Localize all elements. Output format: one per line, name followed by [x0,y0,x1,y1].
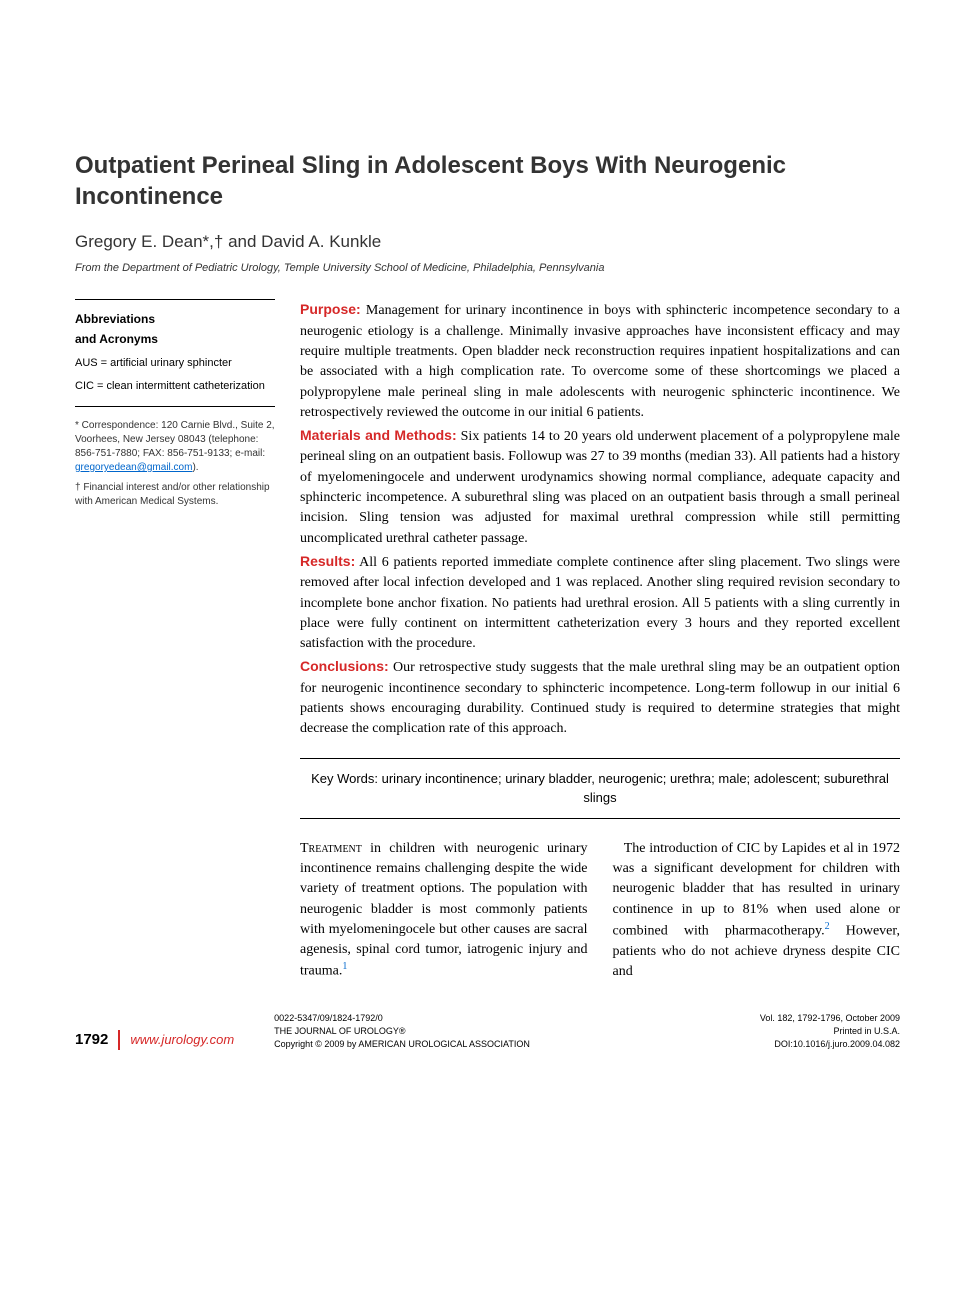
abbreviations-box: Abbreviations and Acronyms AUS = artific… [75,299,275,407]
sidebar-column: Abbreviations and Acronyms AUS = artific… [75,299,275,982]
conclusions-label: Conclusions: [300,658,389,674]
volume-line: Vol. 182, 1792-1796, October 2009 [760,1012,900,1025]
abstract-row: Abbreviations and Acronyms AUS = artific… [75,299,900,982]
footer-left: 1792 www.jurology.com [75,1029,234,1050]
methods-text: Six patients 14 to 20 years old underwen… [300,429,900,545]
issn-line: 0022-5347/09/1824-1792/0 [274,1012,760,1025]
footnote-text: * Correspondence: 120 Carnie Blvd., Suit… [75,420,275,459]
email-link[interactable]: gregoryedean@gmail.com [75,462,192,473]
journal-page: Outpatient Perineal Sling in Adolescent … [0,0,975,1090]
conclusions-text: Our retrospective study suggests that th… [300,660,900,736]
printed-line: Printed in U.S.A. [760,1025,900,1038]
abstract-column: Purpose: Management for urinary incontin… [300,299,900,982]
keywords-text: urinary incontinence; urinary bladder, n… [378,771,889,806]
copyright-line: Copyright © 2009 by AMERICAN UROLOGICAL … [274,1038,760,1051]
purpose-label: Purpose: [300,301,361,317]
affiliation-line: From the Department of Pediatric Urology… [75,262,900,274]
abstract-purpose: Purpose: Management for urinary incontin… [300,299,900,423]
divider-icon [118,1030,120,1050]
abbrev-item: CIC = clean intermittent catheterization [75,378,275,396]
body-text: in children with neurogenic urinary inco… [300,841,588,979]
body-col-right: The introduction of CIC by Lapides et al… [613,839,901,983]
disclosure-footnote: † Financial interest and/or other relati… [75,481,275,509]
keywords-box: Key Words: urinary incontinence; urinary… [300,758,900,819]
authors-line: Gregory E. Dean*,† and David A. Kunkle [75,232,900,252]
abbrev-heading: Abbreviations and Acronyms [75,310,275,348]
sidebar-footnotes: * Correspondence: 120 Carnie Blvd., Suit… [75,419,275,509]
body-col-left: Treatment in children with neurogenic ur… [300,839,588,983]
journal-url[interactable]: www.jurology.com [130,1031,234,1049]
footer-center: 0022-5347/09/1824-1792/0 THE JOURNAL OF … [234,1012,760,1050]
footnote-suffix: ). [192,462,198,473]
abstract-conclusions: Conclusions: Our retrospective study sug… [300,656,900,739]
footer-right: Vol. 182, 1792-1796, October 2009 Printe… [760,1012,900,1050]
page-footer: 1792 www.jurology.com 0022-5347/09/1824-… [75,1012,900,1050]
page-number: 1792 [75,1029,108,1050]
abbrev-heading-line2: and Acronyms [75,332,158,346]
abbrev-item: AUS = artificial urinary sphincter [75,355,275,373]
lead-word: Treatment [300,841,362,856]
article-title: Outpatient Perineal Sling in Adolescent … [75,150,900,212]
citation-ref[interactable]: 1 [342,961,347,972]
purpose-text: Management for urinary incontinence in b… [300,303,900,419]
body-columns: Treatment in children with neurogenic ur… [300,839,900,983]
abbrev-heading-line1: Abbreviations [75,312,155,326]
journal-name: THE JOURNAL OF UROLOGY® [274,1025,760,1038]
keywords-label: Key Words: [311,771,378,786]
methods-label: Materials and Methods: [300,427,457,443]
doi-line: DOI:10.1016/j.juro.2009.04.082 [760,1038,900,1051]
results-label: Results: [300,553,355,569]
abstract-results: Results: All 6 patients reported immedia… [300,551,900,654]
abstract-methods: Materials and Methods: Six patients 14 t… [300,425,900,549]
results-text: All 6 patients reported immediate comple… [300,555,900,651]
correspondence-footnote: * Correspondence: 120 Carnie Blvd., Suit… [75,419,275,475]
